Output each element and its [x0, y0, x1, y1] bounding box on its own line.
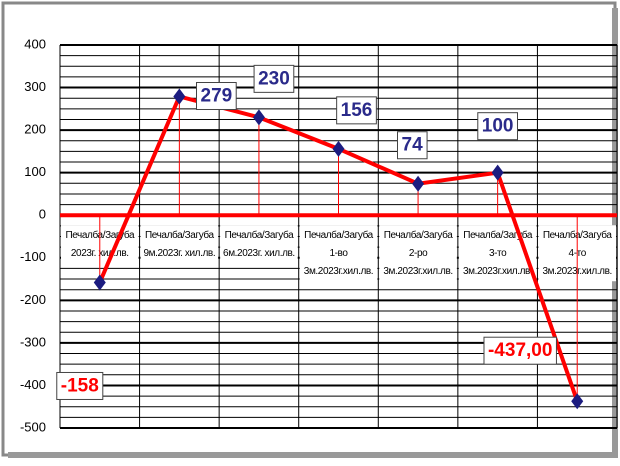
category-label-bg: [299, 225, 378, 282]
x-tick-label: 3м.2023г.хил.лв.: [383, 266, 452, 277]
category-label-bg: [220, 225, 298, 264]
data-label: 230: [258, 68, 290, 89]
data-label: 279: [201, 86, 233, 107]
x-tick-label: Печалба/Загуба: [384, 229, 454, 241]
y-tick-label: -100: [20, 249, 46, 264]
marker: [412, 175, 425, 192]
x-tick-label: 6м.2023г. хил.лв.: [223, 248, 295, 259]
marker: [491, 164, 504, 181]
data-label-box: [56, 371, 104, 400]
x-tick-label: 2-ро: [409, 248, 428, 259]
data-label: 156: [341, 100, 373, 121]
category-label-bg: [379, 225, 457, 282]
data-label-box: [397, 131, 428, 160]
x-tick-label: Печалба/Загуба: [225, 229, 295, 241]
frame-shadow: [8, 452, 618, 458]
y-tick-label: 300: [24, 79, 46, 94]
category-label-bg: [458, 225, 537, 282]
marker: [252, 109, 265, 126]
y-tick-label: -300: [20, 334, 46, 349]
x-tick-label: Печалба/Загуба: [463, 229, 533, 241]
data-label: 100: [482, 116, 514, 137]
category-label-bg: [140, 225, 219, 264]
x-tick-label: Печалба/Загуба: [145, 229, 215, 241]
y-tick-label: 100: [24, 164, 46, 179]
x-tick-label: 3м.2023г.хил.лв.: [463, 266, 532, 277]
data-label: -158: [61, 375, 99, 396]
marks: -158 279 230 156 74 100 -437,00: [56, 64, 584, 410]
y-tick-label: 400: [24, 36, 46, 51]
x-tick-label: Печалба/Загуба: [543, 229, 613, 241]
y-tick-label: -500: [20, 419, 46, 434]
y-tick-label: -200: [20, 292, 46, 307]
x-tick-label: 3-то: [489, 248, 507, 259]
y-tick-label: 0: [39, 207, 46, 222]
marker: [173, 88, 186, 105]
data-label-box: [253, 64, 295, 93]
x-tick-label: 3м.2023г.хил.лв.: [304, 266, 373, 277]
data-label-box: [477, 112, 518, 141]
data-label-box: [336, 96, 377, 125]
x-tick-label: 9м.2023г. хил.лв.: [143, 248, 215, 259]
marker: [93, 274, 106, 291]
y-tick-label: -400: [20, 377, 46, 392]
x-tick-label: Печалба/Загуба: [304, 229, 374, 241]
x-tick-label: 4-то: [569, 248, 587, 259]
marker: [571, 393, 584, 410]
y-tick-label: 200: [24, 122, 46, 137]
data-label: -437,00: [488, 340, 552, 361]
data-label-box: [483, 336, 557, 365]
data-label-box: [196, 82, 237, 111]
data-label: 74: [402, 135, 424, 156]
x-tick-label: 1-во: [329, 248, 348, 259]
marker: [332, 140, 345, 157]
